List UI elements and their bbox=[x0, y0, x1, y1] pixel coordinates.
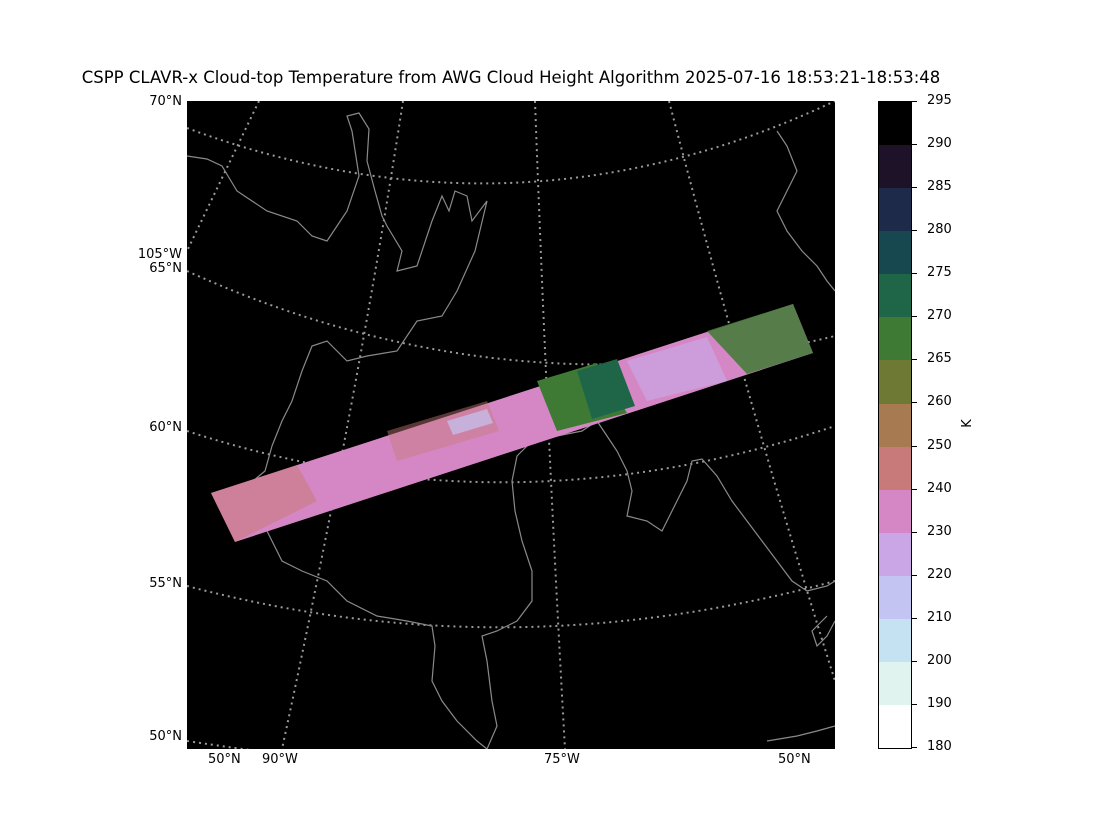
colorbar-tick-label: 295 bbox=[927, 93, 952, 108]
graticule-lon-a bbox=[187, 101, 260, 252]
coast-hudson-bay-west bbox=[246, 190, 488, 487]
lat-label-60: 60°N bbox=[149, 420, 182, 435]
bottom-label-90w: 90°W bbox=[262, 752, 298, 767]
colorbar-tick-label: 220 bbox=[927, 566, 952, 582]
colorbar-units: K bbox=[959, 419, 975, 428]
colorbar-segment bbox=[879, 188, 911, 232]
colorbar-tick bbox=[911, 747, 917, 748]
coast-arctic-islands bbox=[187, 112, 388, 242]
colorbar-tick bbox=[911, 359, 917, 361]
colorbar-segment bbox=[879, 274, 911, 318]
graticule-lon-75 bbox=[534, 101, 566, 749]
colorbar-segment bbox=[879, 403, 911, 447]
bottom-label-50n-left: 50°N bbox=[208, 752, 241, 767]
colorbar-tick bbox=[911, 273, 917, 275]
colorbar-segment bbox=[879, 145, 911, 189]
coast-baffin-east bbox=[776, 130, 835, 292]
colorbar-tick-label: 260 bbox=[927, 394, 952, 410]
colorbar-tick-label: 290 bbox=[927, 136, 952, 152]
colorbar-tick bbox=[911, 316, 917, 318]
swath-east-warm bbox=[707, 304, 813, 374]
lat-label-55: 55°N bbox=[149, 576, 182, 591]
colorbar-tick-label: 230 bbox=[927, 523, 952, 539]
colorbar-tick-label: 180 bbox=[927, 739, 952, 754]
colorbar-tick-label: 200 bbox=[927, 652, 952, 668]
colorbar-segment bbox=[879, 704, 911, 748]
map-title: CSPP CLAVR-x Cloud-top Temperature from … bbox=[81, 68, 941, 87]
colorbar-tick-label: 275 bbox=[927, 265, 952, 281]
colorbar-tick bbox=[911, 574, 917, 576]
colorbar-tick bbox=[911, 488, 917, 490]
swath bbox=[211, 304, 813, 542]
colorbar-segment bbox=[879, 618, 911, 662]
colorbar-tick bbox=[911, 187, 917, 189]
map-panel[interactable] bbox=[187, 101, 835, 749]
colorbar-segment bbox=[879, 661, 911, 705]
colorbar-tick-label: 210 bbox=[927, 609, 952, 625]
colorbar-segment bbox=[879, 446, 911, 490]
graticule-lon-b bbox=[281, 101, 404, 749]
graticule-lat-70 bbox=[187, 101, 835, 185]
colorbar bbox=[878, 101, 912, 749]
colorbar-tick bbox=[911, 144, 917, 146]
colorbar-tick bbox=[911, 445, 917, 447]
colorbar-tick bbox=[911, 703, 917, 705]
bottom-label-75w: 75°W bbox=[544, 752, 580, 767]
swath-warm-inner bbox=[577, 359, 635, 419]
bottom-label-50n-right: 50°N bbox=[778, 752, 811, 767]
colorbar-tick-label: 280 bbox=[927, 222, 952, 238]
coast-hudson-bay-south bbox=[246, 485, 488, 749]
lat-label-70: 70°N bbox=[149, 94, 182, 109]
swath-cold-patch bbox=[627, 337, 727, 401]
colorbar-tick-label: 265 bbox=[927, 351, 952, 367]
colorbar-tick-label: 240 bbox=[927, 480, 952, 496]
graticule-lat-55 bbox=[187, 580, 835, 629]
lat-label-50: 50°N bbox=[149, 729, 182, 744]
colorbar-segment bbox=[879, 231, 911, 275]
map-svg bbox=[187, 101, 835, 749]
colorbar-tick-label: 270 bbox=[927, 308, 952, 324]
coast-bottom-right bbox=[766, 725, 835, 742]
colorbar-tick bbox=[911, 101, 917, 102]
lon-label-105w: 105°W bbox=[137, 247, 182, 262]
coast-hudson-bay-east bbox=[481, 420, 598, 749]
colorbar-segment bbox=[879, 489, 911, 533]
colorbar-tick bbox=[911, 531, 917, 533]
colorbar-segment bbox=[879, 532, 911, 576]
swath-mid-cold bbox=[447, 409, 493, 435]
coast-ungava bbox=[596, 420, 835, 592]
colorbar-tick bbox=[911, 230, 917, 232]
coast-labrador bbox=[811, 615, 835, 648]
colorbar-segment bbox=[879, 360, 911, 404]
graticule bbox=[187, 101, 835, 749]
colorbar-segment bbox=[879, 102, 911, 146]
colorbar-segment bbox=[879, 575, 911, 619]
colorbar-segment bbox=[879, 317, 911, 361]
graticule-lat-50 bbox=[187, 740, 251, 749]
colorbar-tick bbox=[911, 617, 917, 619]
colorbar-tick-label: 285 bbox=[927, 179, 952, 195]
swath-west-mix bbox=[211, 465, 317, 542]
colorbar-tick-label: 250 bbox=[927, 437, 952, 453]
colorbar-tick-label: 190 bbox=[927, 695, 952, 711]
colorbar-tick bbox=[911, 660, 917, 662]
colorbar-tick bbox=[911, 402, 917, 404]
lat-label-65: 65°N bbox=[149, 261, 182, 276]
